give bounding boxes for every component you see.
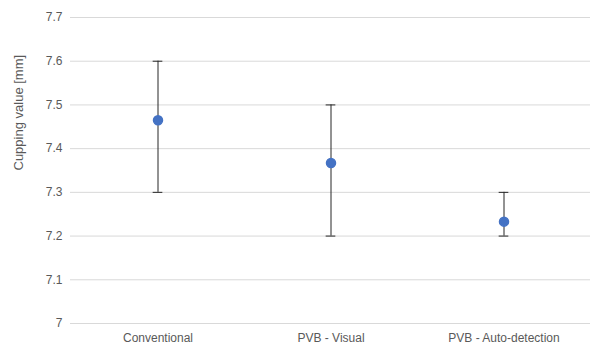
svg-text:7.4: 7.4 bbox=[46, 141, 63, 155]
svg-text:7: 7 bbox=[56, 316, 63, 330]
svg-text:7.5: 7.5 bbox=[46, 98, 63, 112]
svg-text:7.7: 7.7 bbox=[46, 10, 63, 24]
svg-text:PVB - Auto-detection: PVB - Auto-detection bbox=[448, 331, 559, 345]
svg-text:PVB - Visual: PVB - Visual bbox=[297, 331, 364, 345]
svg-text:7.1: 7.1 bbox=[46, 273, 63, 287]
svg-text:Cupping value [mm]: Cupping value [mm] bbox=[11, 55, 26, 171]
svg-text:7.2: 7.2 bbox=[46, 229, 63, 243]
svg-text:7.6: 7.6 bbox=[46, 54, 63, 68]
svg-text:7.3: 7.3 bbox=[46, 185, 63, 199]
svg-text:Conventional: Conventional bbox=[123, 331, 193, 345]
